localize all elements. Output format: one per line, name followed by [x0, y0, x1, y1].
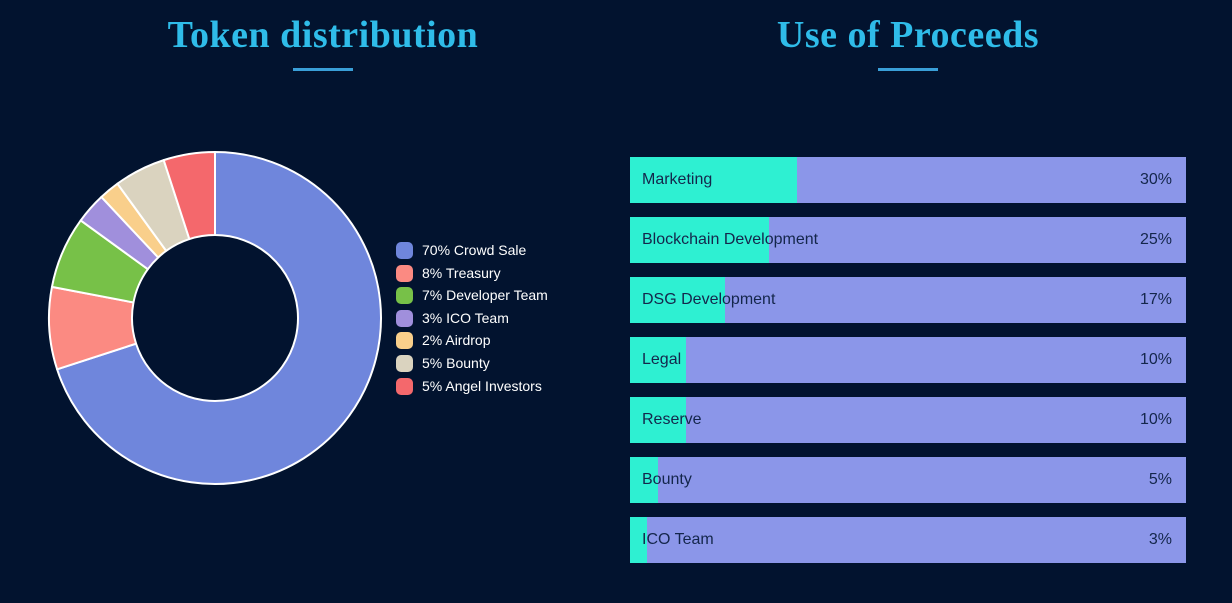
- donut-slice-angel-investors: [162, 151, 216, 241]
- legend-label: 7% Developer Team: [422, 287, 548, 304]
- bar-value: 10%: [1139, 351, 1172, 368]
- bar-fill: [630, 517, 647, 563]
- legend-item-angel-investors: 5% Angel Investors: [396, 377, 548, 395]
- legend-item-bounty: 5% Bounty: [396, 354, 548, 372]
- bar-row-ico-team: ICO Team 3%: [630, 517, 1186, 563]
- bar-row-reserve: Reserve 10%: [630, 397, 1186, 443]
- bar-row-legal: Legal 10%: [630, 337, 1186, 383]
- legend-item-treasury: 8% Treasury: [396, 264, 548, 282]
- token-distribution-donut-chart: [45, 148, 385, 488]
- token-distribution-title: Token distribution: [0, 14, 646, 71]
- bar-fill: [630, 157, 797, 203]
- use-of-proceeds-title-text: Use of Proceeds: [776, 14, 1040, 56]
- token-distribution-title-text: Token distribution: [167, 14, 479, 56]
- legend-swatch: [396, 242, 413, 259]
- legend-swatch: [396, 287, 413, 305]
- bar-label: ICO Team: [642, 531, 714, 548]
- donut-svg: [47, 151, 382, 485]
- bar-fill: [630, 217, 769, 263]
- legend-label: 70% Crowd Sale: [422, 242, 527, 258]
- legend-swatch: [396, 332, 413, 350]
- bar-label: Blockchain Development: [642, 231, 819, 248]
- legend-swatch: [396, 264, 413, 282]
- donut-legend: 70% Crowd Sale 8% Treasury 7% Developer Te…: [396, 242, 548, 395]
- bar-label: Bounty: [642, 471, 692, 488]
- bar-fill: [630, 457, 658, 503]
- legend-item-crowd-sale: 70% Crowd Sale: [396, 242, 548, 259]
- bar-row-blockchain-development: Blockchain Development 25%: [630, 217, 1186, 263]
- bar-row-bounty: Bounty 5%: [630, 457, 1186, 503]
- bar-value: 5%: [1148, 471, 1172, 488]
- bar-row-marketing: Marketing 30%: [630, 157, 1186, 203]
- bar-value: 3%: [1148, 531, 1172, 548]
- legend-label: 8% Treasury: [422, 264, 501, 281]
- legend-swatch: [396, 309, 413, 327]
- legend-label: 5% Bounty: [422, 354, 490, 371]
- legend-item-ico-team: 3% ICO Team: [396, 309, 548, 327]
- use-of-proceeds-title: Use of Proceeds: [630, 14, 1186, 71]
- bar-value: 30%: [1139, 171, 1172, 188]
- legend-label: 3% ICO Team: [422, 309, 509, 326]
- bar-fill: [630, 397, 686, 443]
- legend-label: 5% Angel Investors: [422, 377, 542, 394]
- title-underline: [878, 67, 938, 71]
- bar-value: 10%: [1139, 411, 1172, 428]
- bar-value: 17%: [1139, 291, 1172, 308]
- use-of-proceeds-bars: Marketing 30% Blockchain Development 25% DSG…: [630, 157, 1186, 563]
- bar-fill: [630, 277, 725, 323]
- title-underline: [293, 67, 353, 71]
- donut-slice-crowd-sale: [56, 151, 382, 485]
- bar-fill: [630, 337, 686, 383]
- bar-label: Reserve: [642, 411, 702, 428]
- legend-label: 2% Airdrop: [422, 332, 491, 349]
- legend-swatch: [396, 377, 413, 395]
- bar-label: Marketing: [642, 171, 713, 188]
- legend-item-airdrop: 2% Airdrop: [396, 332, 548, 350]
- legend-swatch: [396, 354, 413, 372]
- legend-item-developer-team: 7% Developer Team: [396, 287, 548, 305]
- bar-row-dsg-development: DSG Development 17%: [630, 277, 1186, 323]
- bar-value: 25%: [1139, 231, 1172, 248]
- bar-label: DSG Development: [642, 291, 776, 308]
- bar-label: Legal: [642, 351, 682, 368]
